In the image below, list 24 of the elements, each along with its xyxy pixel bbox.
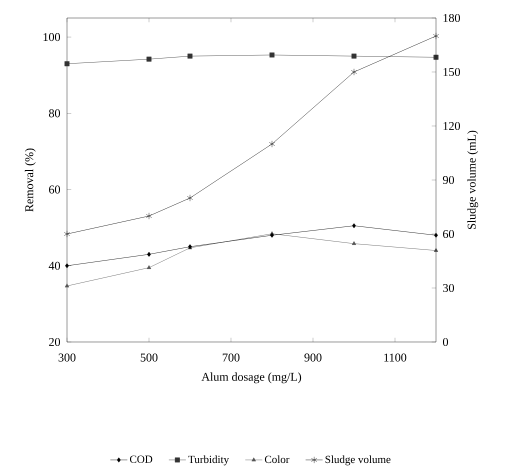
y2-tick-label: 90 xyxy=(442,176,454,184)
y-tick-label: 20 xyxy=(49,338,60,346)
y2-tick-label: 30 xyxy=(443,284,454,292)
y-axis-title: Removal (%) xyxy=(24,148,36,212)
y2-tick-label: 0 xyxy=(442,338,448,346)
y-tick-label: 100 xyxy=(44,33,60,42)
y2-tick-label: 120 xyxy=(444,122,460,130)
x-axis-title: Alum dosage (mg/L) xyxy=(201,372,302,384)
legend-label: Turbidity xyxy=(188,455,230,466)
legend-label: Sludge volume xyxy=(326,455,390,466)
x-tick-label: 500 xyxy=(140,354,158,362)
x-tick-label: 1100 xyxy=(384,354,406,362)
y2-axis-title: Sludge volume (mL) xyxy=(467,130,478,230)
y-tick-label: 60 xyxy=(49,185,60,194)
legend-label: Color xyxy=(264,455,290,464)
y2-tick-label: 180 xyxy=(444,14,460,22)
x-tick-label: 900 xyxy=(304,354,322,362)
legend-label: COD xyxy=(130,456,152,463)
x-tick-label: 700 xyxy=(222,354,240,362)
x-tick-label: 300 xyxy=(58,354,76,362)
y-tick-label: 40 xyxy=(48,262,60,270)
y2-tick-label: 60 xyxy=(443,230,454,238)
y2-tick-label: 150 xyxy=(444,68,460,76)
y-tick-label: 80 xyxy=(48,109,60,118)
